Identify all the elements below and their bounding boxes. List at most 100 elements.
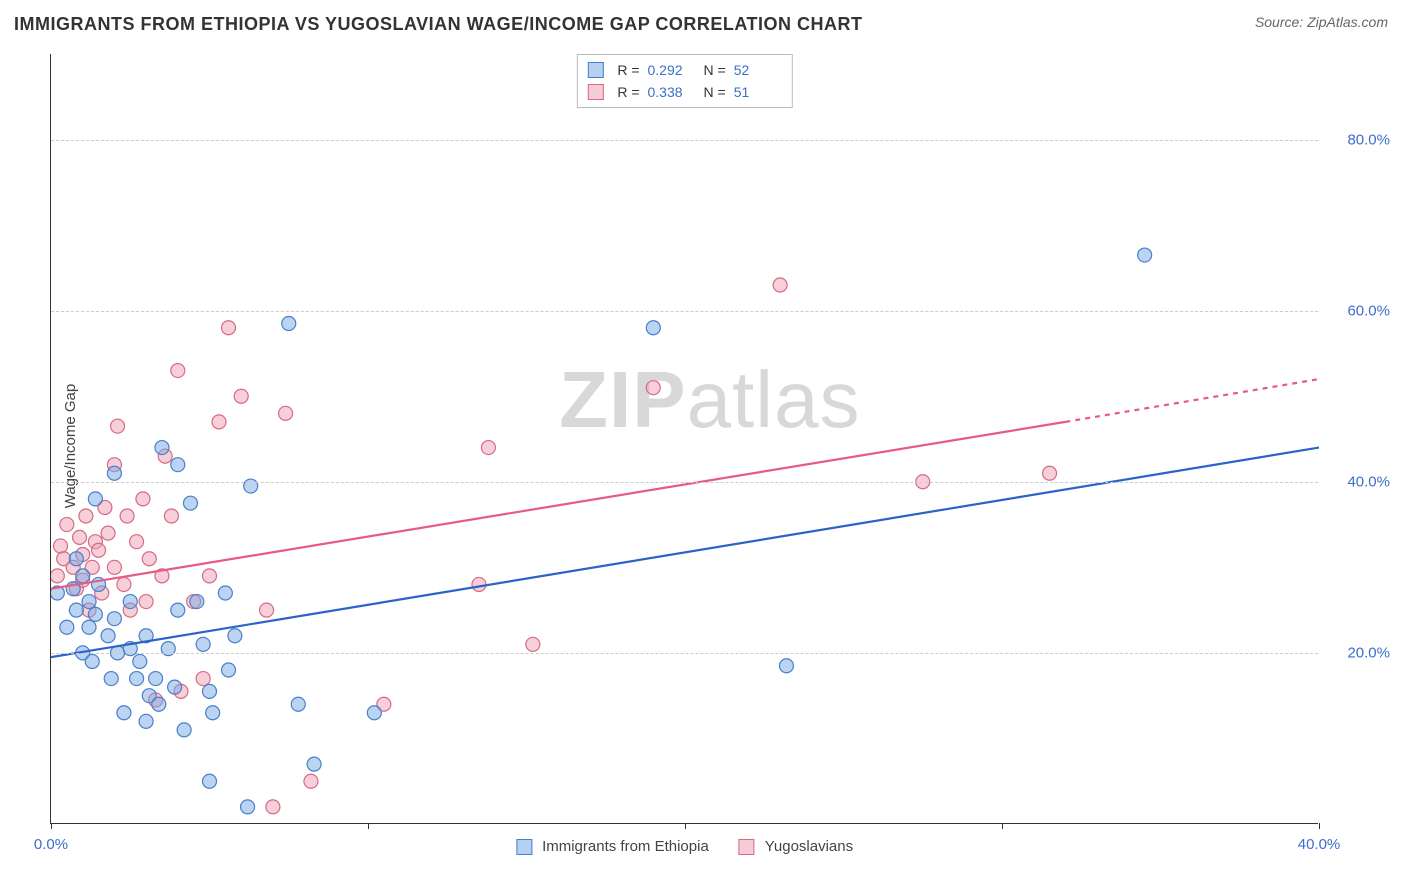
plot-area: ZIPatlas R = 0.292 N = 52 R = 0.338 N = … xyxy=(50,54,1318,824)
data-point xyxy=(76,569,90,583)
data-point xyxy=(307,757,321,771)
data-point xyxy=(472,577,486,591)
source-attribution: Source: ZipAtlas.com xyxy=(1255,14,1388,30)
data-point xyxy=(120,509,134,523)
data-point xyxy=(190,595,204,609)
data-point xyxy=(646,381,660,395)
data-point xyxy=(69,552,83,566)
data-point xyxy=(60,620,74,634)
data-point xyxy=(779,659,793,673)
data-point xyxy=(123,595,137,609)
data-point xyxy=(85,654,99,668)
x-tick-label-max: 40.0% xyxy=(1298,836,1341,853)
y-tick-label: 40.0% xyxy=(1330,473,1390,490)
data-point xyxy=(203,684,217,698)
data-point xyxy=(234,389,248,403)
data-point xyxy=(646,321,660,335)
data-point xyxy=(218,586,232,600)
data-point xyxy=(222,663,236,677)
source-name: ZipAtlas.com xyxy=(1307,14,1388,30)
gridline xyxy=(51,140,1318,141)
trend-line xyxy=(1065,379,1319,422)
data-point xyxy=(139,714,153,728)
y-tick-label: 20.0% xyxy=(1330,644,1390,661)
data-point xyxy=(149,672,163,686)
data-point xyxy=(1043,466,1057,480)
data-point xyxy=(279,406,293,420)
data-point xyxy=(117,577,131,591)
data-point xyxy=(111,419,125,433)
legend-item-b: Yugoslavians xyxy=(739,838,853,855)
data-point xyxy=(142,552,156,566)
swatch-blue-icon xyxy=(516,839,532,855)
data-point xyxy=(73,530,87,544)
data-point xyxy=(69,603,83,617)
data-point xyxy=(304,774,318,788)
data-point xyxy=(196,672,210,686)
x-tick xyxy=(685,823,686,829)
data-point xyxy=(155,441,169,455)
legend-label-b: Yugoslavians xyxy=(765,838,853,855)
data-point xyxy=(133,654,147,668)
data-point xyxy=(177,723,191,737)
data-point xyxy=(1138,248,1152,262)
data-point xyxy=(101,629,115,643)
trend-line xyxy=(51,422,1065,589)
data-point xyxy=(228,629,242,643)
x-tick xyxy=(368,823,369,829)
gridline xyxy=(51,482,1318,483)
data-point xyxy=(107,560,121,574)
data-point xyxy=(88,492,102,506)
data-point xyxy=(171,603,185,617)
gridline xyxy=(51,311,1318,312)
data-point xyxy=(130,672,144,686)
data-point xyxy=(203,569,217,583)
source-label: Source: xyxy=(1255,14,1303,30)
data-point xyxy=(82,595,96,609)
chart-title: IMMIGRANTS FROM ETHIOPIA VS YUGOSLAVIAN … xyxy=(14,14,863,35)
data-point xyxy=(266,800,280,814)
data-point xyxy=(130,535,144,549)
scatter-svg-layer xyxy=(51,54,1319,824)
gridline xyxy=(51,653,1318,654)
data-point xyxy=(203,774,217,788)
data-point xyxy=(526,637,540,651)
data-point xyxy=(117,706,131,720)
data-point xyxy=(82,620,96,634)
data-point xyxy=(79,509,93,523)
x-tick-label-min: 0.0% xyxy=(34,836,68,853)
data-point xyxy=(183,496,197,510)
data-point xyxy=(171,458,185,472)
data-point xyxy=(92,543,106,557)
data-point xyxy=(104,672,118,686)
chart-container: IMMIGRANTS FROM ETHIOPIA VS YUGOSLAVIAN … xyxy=(0,0,1406,892)
data-point xyxy=(282,317,296,331)
y-tick-label: 60.0% xyxy=(1330,302,1390,319)
swatch-pink-icon xyxy=(739,839,755,855)
data-point xyxy=(164,509,178,523)
data-point xyxy=(260,603,274,617)
data-point xyxy=(139,595,153,609)
data-point xyxy=(367,706,381,720)
data-point xyxy=(54,539,68,553)
legend-label-a: Immigrants from Ethiopia xyxy=(542,838,709,855)
data-point xyxy=(291,697,305,711)
bottom-legend: Immigrants from Ethiopia Yugoslavians xyxy=(516,838,853,855)
data-point xyxy=(196,637,210,651)
data-point xyxy=(773,278,787,292)
trend-line xyxy=(51,448,1319,658)
data-point xyxy=(241,800,255,814)
data-point xyxy=(152,697,166,711)
data-point xyxy=(107,612,121,626)
data-point xyxy=(222,321,236,335)
data-point xyxy=(101,526,115,540)
data-point xyxy=(206,706,220,720)
data-point xyxy=(51,569,64,583)
data-point xyxy=(107,466,121,480)
data-point xyxy=(60,518,74,532)
data-point xyxy=(481,441,495,455)
x-tick xyxy=(1002,823,1003,829)
data-point xyxy=(171,364,185,378)
data-point xyxy=(88,607,102,621)
data-point xyxy=(136,492,150,506)
